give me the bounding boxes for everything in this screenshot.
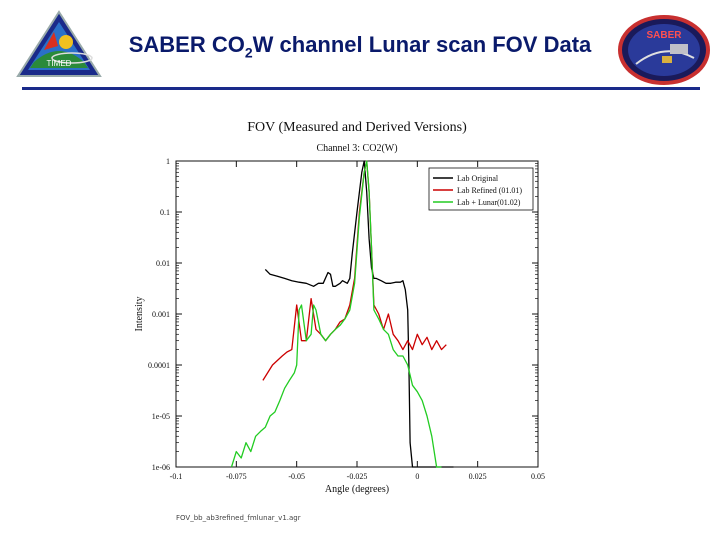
chart-title: FOV (Measured and Derived Versions) xyxy=(247,120,467,135)
series-line-0 xyxy=(264,160,454,468)
y-tick-label: 0.01 xyxy=(156,259,170,268)
legend-label: Lab + Lunar(01.02) xyxy=(457,198,521,207)
timed-mission-logo: TIMED xyxy=(16,10,102,77)
chart-subtitle: Channel 3: CO2(W) xyxy=(316,143,397,154)
y-axis-label: Intensity xyxy=(134,297,145,332)
title-subscript: 2 xyxy=(244,44,253,61)
series-line-2 xyxy=(230,160,442,468)
series-line-1 xyxy=(262,160,447,381)
x-axis-label: Angle (degrees) xyxy=(325,484,389,495)
x-tick-label: 0 xyxy=(415,472,419,481)
x-tick-label: -0.075 xyxy=(226,472,247,481)
fov-chart: FOV (Measured and Derived Versions) Chan… xyxy=(134,120,545,495)
title-divider xyxy=(22,87,700,90)
logo-text: TIMED xyxy=(47,59,72,68)
legend: Lab Original Lab Refined (01.01) Lab + Lun… xyxy=(428,167,534,211)
title-text-rest: W channel Lunar scan FOV Data xyxy=(252,32,592,57)
source-filename: FOV_bb_ab3refined_fmlunar_v1.agr xyxy=(176,514,301,522)
slide-title: SABER CO2W channel Lunar scan FOV Data xyxy=(0,32,720,60)
x-tick-label: -0.025 xyxy=(347,472,368,481)
y-tick-label: 1e-05 xyxy=(152,412,170,421)
y-tick-label: 0.001 xyxy=(152,310,170,319)
y-tick-label: 1 xyxy=(166,157,170,166)
x-tick-label: 0.05 xyxy=(531,472,545,481)
series-lines xyxy=(230,160,454,468)
legend-label: Lab Original xyxy=(457,174,499,183)
logo-text: SABER xyxy=(646,30,682,41)
axes: -0.1 -0.075 -0.05 -0.025 0 0.025 0.05 1 0.1 0.01 0… xyxy=(148,157,545,481)
legend-box xyxy=(428,167,534,211)
y-tick-label: 1e-06 xyxy=(152,463,170,472)
x-tick-label: -0.05 xyxy=(288,472,305,481)
saber-instrument-logo: SABER xyxy=(618,15,710,85)
y-tick-label: 0.1 xyxy=(160,208,170,217)
x-tick-label: 0.025 xyxy=(469,472,487,481)
title-text: SABER CO xyxy=(128,32,245,57)
legend-label: Lab Refined (01.01) xyxy=(457,186,522,195)
x-tick-label: -0.1 xyxy=(170,472,183,481)
y-tick-label: 0.0001 xyxy=(148,361,170,370)
